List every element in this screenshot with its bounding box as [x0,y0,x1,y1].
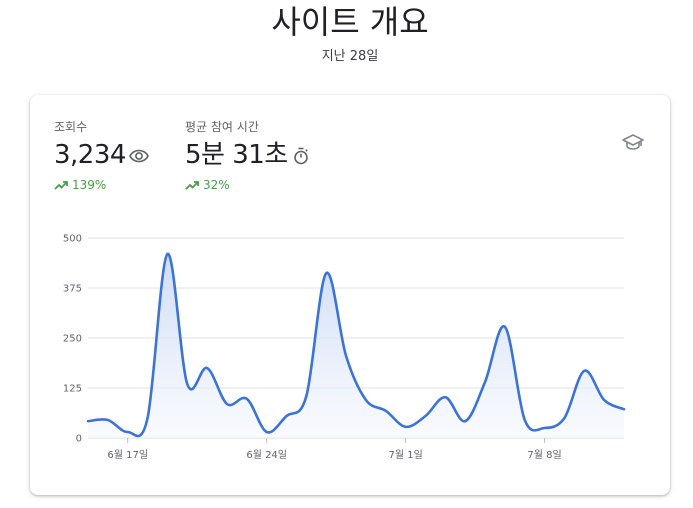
page-title: 사이트 개요 [271,3,429,41]
eye-icon [129,149,149,163]
x-tick-label: 6월 24일 [246,449,287,461]
timer-icon [293,147,309,165]
series-line [86,252,626,438]
x-tick-label: 7월 8일 [527,449,561,461]
views-value: 3,234 [54,140,126,170]
series-area [88,253,624,438]
y-tick-label: 500 [63,234,82,245]
engagement-change-value: 32% [203,178,230,192]
views-change-value: 139% [72,178,107,192]
trending-up-icon [185,180,199,190]
y-tick-label: 125 [63,384,82,395]
views-change: 139% [54,177,149,193]
engagement-value: 5분 31초 [185,140,288,170]
engagement-label: 평균 참여 시간 [185,120,259,134]
views-metric: 조회수 3,234 139% [54,119,149,193]
views-chart: 500 375 250 125 0 6월 17일 6월 24일 7월 1일 7월 8일 [30,95,670,495]
overview-card: 조회수 3,234 139% [30,95,670,495]
y-tick-label: 375 [63,284,82,295]
views-label: 조회수 [54,120,88,134]
engagement-metric: 평균 참여 시간 5분 31초 [185,119,309,193]
engagement-change: 32% [185,177,309,193]
x-tick-label: 6월 17일 [107,449,148,461]
x-tick-label: 7월 1일 [388,449,422,461]
trending-up-icon [54,180,68,190]
y-tick-label: 250 [63,334,82,345]
graduation-cap-icon[interactable] [622,131,644,153]
page-subtitle: 지난 28일 [321,49,379,64]
y-tick-label: 0 [76,434,82,445]
chart-svg: 500 375 250 125 0 6월 17일 6월 24일 7월 1일 7월 8일 [63,234,626,461]
